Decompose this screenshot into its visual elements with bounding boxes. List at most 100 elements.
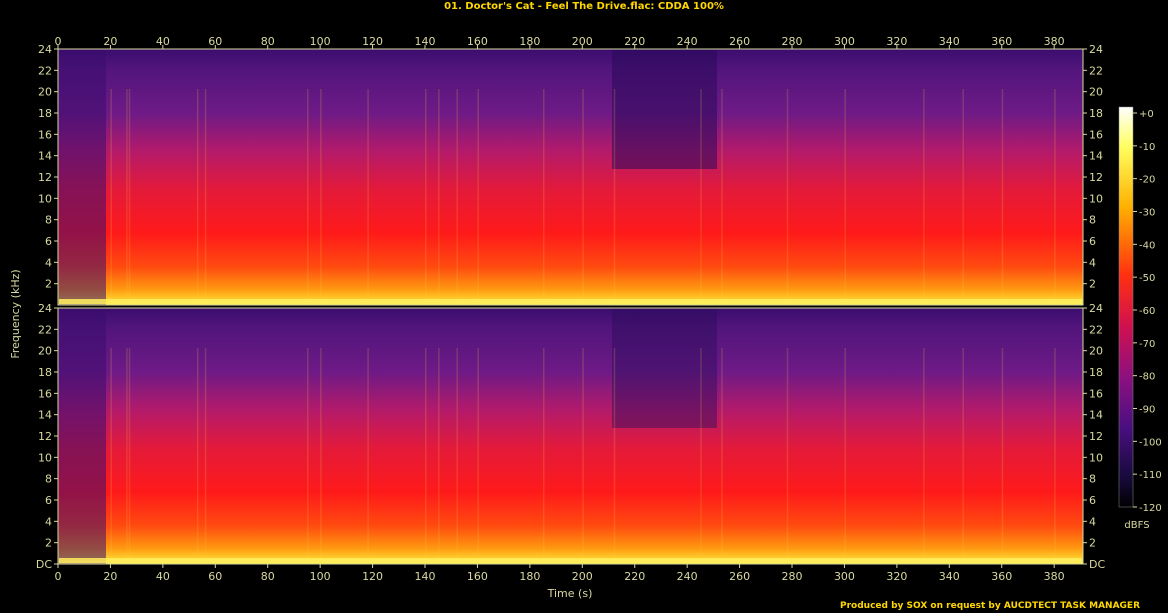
spectral-streak (700, 348, 702, 564)
spectral-streak (542, 89, 545, 305)
y-tick-label: 24 (38, 43, 52, 56)
spectral-streak (438, 89, 440, 305)
footer-credit: Produced by SOX on request by AUCDTECT T… (840, 601, 1140, 611)
spectral-streak (128, 348, 131, 564)
spectral-streak (320, 89, 322, 305)
colorbar-unit: dBFS (1124, 520, 1149, 531)
y-tick-label: DC (36, 558, 52, 571)
y-tick-label: 12 (38, 171, 52, 184)
x-tick-label: 380 (1044, 570, 1065, 583)
spectrogram-channel-left (57, 48, 1084, 306)
spectral-streak (438, 348, 440, 564)
y-tick-label: 16 (38, 387, 52, 400)
x-tick-label: 240 (677, 570, 698, 583)
y-axis-label: Frequency (kHz) (9, 269, 22, 358)
x-tick-label: 40 (156, 570, 170, 583)
y-axis-left: 24681012141618202224DC246810121416182022… (36, 43, 58, 571)
x-tick-label: 220 (624, 35, 645, 48)
y-tick-label: 10 (1089, 451, 1103, 464)
colorbar-tick-label: +0 (1139, 109, 1154, 120)
y-tick-label: 22 (1089, 64, 1103, 77)
x-tick-label: 0 (55, 570, 62, 583)
colorbar-tick-label: -110 (1139, 470, 1162, 481)
y-tick-label: 24 (1089, 43, 1103, 56)
y-tick-label: 18 (1089, 366, 1103, 379)
spectral-streak (456, 89, 458, 305)
y-tick-label: 14 (1089, 409, 1103, 422)
y-tick-label: 4 (1089, 256, 1096, 269)
low-frequency-band (59, 558, 1082, 563)
y-tick-label: 4 (1089, 515, 1096, 528)
x-tick-label: 60 (208, 570, 222, 583)
y-tick-label: 2 (45, 537, 52, 550)
spectral-streak (1054, 348, 1056, 564)
y-tick-label: 16 (1089, 128, 1103, 141)
x-tick-label: 0 (55, 35, 62, 48)
colorbar-tick-label: -50 (1139, 273, 1155, 284)
y-tick-label: 8 (1089, 473, 1096, 486)
y-tick-label: 24 (1089, 302, 1103, 315)
y-tick-label: 4 (45, 515, 52, 528)
spectral-streak (1054, 89, 1056, 305)
colorbar-tick-label: -20 (1139, 175, 1155, 186)
spectral-streak (962, 348, 964, 564)
colorbar-tick-label: -80 (1139, 372, 1155, 383)
spectral-streak (613, 89, 616, 305)
spectral-streak (128, 89, 131, 305)
y-tick-label: 24 (38, 302, 52, 315)
x-tick-label: 220 (624, 570, 645, 583)
y-tick-label: 10 (38, 451, 52, 464)
y-tick-label: 2 (1089, 537, 1096, 550)
spectral-streak (1001, 89, 1004, 305)
y-tick-label: 8 (1089, 214, 1096, 227)
y-tick-label: 22 (1089, 323, 1103, 336)
x-tick-label: 260 (729, 570, 750, 583)
colorbar-ticks: +0 -10 -20 -30 -40 -50 -60 -70 -80 -90 -100 -110 -12… (1133, 109, 1162, 514)
y-tick-label: 12 (1089, 430, 1103, 443)
spectral-streak (204, 89, 207, 305)
y-tick-label: 6 (45, 494, 52, 507)
x-tick-label: 120 (362, 570, 383, 583)
y-tick-label: 6 (45, 235, 52, 248)
x-tick-label: 40 (156, 35, 170, 48)
y-tick-label: 6 (1089, 235, 1096, 248)
spectral-streak (923, 348, 925, 564)
spectral-streak (613, 348, 616, 564)
spectral-streak (110, 348, 112, 564)
spectral-streak (307, 348, 309, 564)
spectral-streak (367, 348, 369, 564)
y-tick-label: 2 (1089, 278, 1096, 291)
x-tick-label: 20 (103, 35, 117, 48)
x-tick-label: 160 (467, 570, 488, 583)
y-axis-right: 24681012141618202224DC246810121416182022… (1083, 43, 1105, 571)
y-tick-label: 8 (45, 473, 52, 486)
y-tick-label: 12 (1089, 171, 1103, 184)
y-tick-label: DC (1089, 558, 1105, 571)
colorbar-tick-label: -90 (1139, 405, 1155, 416)
spectral-streak (126, 348, 128, 564)
spectral-streak (367, 89, 369, 305)
x-tick-label: 100 (310, 35, 331, 48)
spectral-streak (477, 89, 479, 305)
spectral-streak (196, 348, 199, 564)
y-tick-label: 12 (38, 430, 52, 443)
spectral-streak (126, 89, 128, 305)
x-tick-label: 280 (782, 570, 803, 583)
x-tick-label: 360 (991, 35, 1012, 48)
colorbar-tick-label: -70 (1139, 339, 1155, 350)
spectral-streak (456, 348, 458, 564)
spectral-streak (425, 89, 427, 305)
x-tick-label: 160 (467, 35, 488, 48)
y-tick-label: 18 (1089, 107, 1103, 120)
x-axis-top: 0 20 40 60 80 100 120 140 160 180 200 220 240 260 280 3… (55, 35, 1065, 49)
y-tick-label: 14 (1089, 150, 1103, 163)
y-tick-label: 14 (38, 150, 52, 163)
spectral-streak (320, 348, 322, 564)
spectral-streak (307, 89, 309, 305)
x-axis-bottom: 0 20 40 60 80 100 120 140 160 180 200 220 240 260 280 3… (55, 564, 1065, 583)
y-tick-label: 14 (38, 409, 52, 422)
y-tick-label: 20 (38, 86, 52, 99)
x-tick-label: 120 (362, 35, 383, 48)
x-tick-label: 320 (886, 35, 907, 48)
x-tick-label: 140 (415, 570, 436, 583)
